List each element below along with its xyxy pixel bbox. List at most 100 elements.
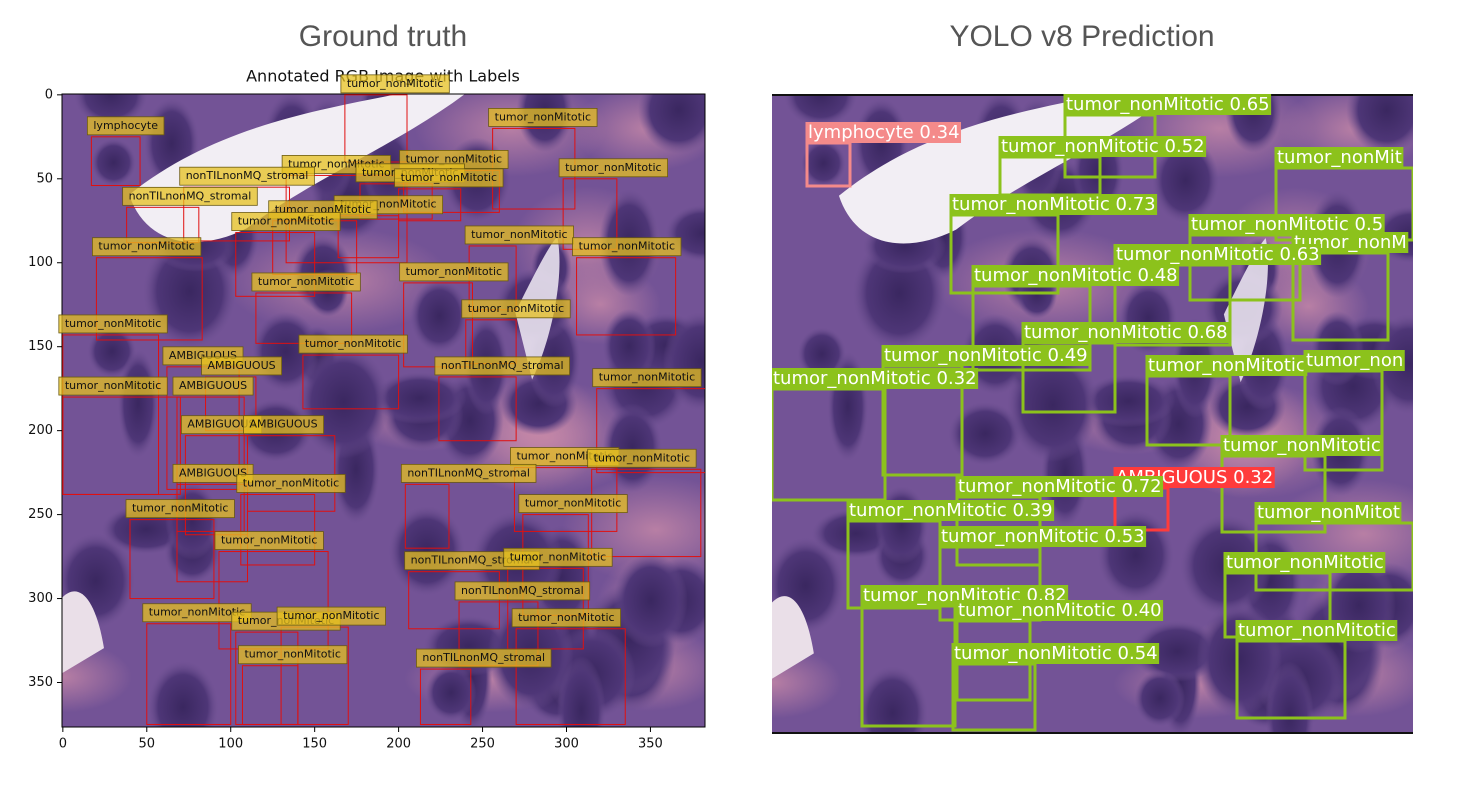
annotation-label: tumor_nonMitotic: [579, 240, 675, 253]
annotation-label: AMBIGUOUS: [187, 418, 255, 431]
annotation-box: [235, 232, 316, 297]
annotation-label-group: AMBIGUOUS: [243, 415, 324, 435]
x-tick-label: 50: [139, 737, 156, 752]
annotation-label-bg: [518, 494, 628, 514]
annotation-label: tumor_nonMitotic: [406, 152, 502, 165]
annotation-box: [515, 628, 626, 725]
annotation-label-group: AMBIGUOUS: [172, 376, 254, 396]
annotation-label: tumor_nonMitotic: [221, 534, 317, 547]
detection-label-bg: [955, 600, 1164, 621]
annotation-label-bg: [558, 158, 668, 178]
annotation-label-bg: [461, 299, 571, 319]
annotation-label: tumor_nonMitotic: [149, 606, 245, 619]
x-tick-label: 0: [59, 737, 67, 752]
annotation-label: nonTILnonMQ_stromal: [411, 554, 534, 567]
panel-title: Ground truth: [299, 20, 467, 53]
detection-label-bg: [772, 368, 979, 389]
x-tick-label: 250: [470, 737, 495, 752]
annotation-label: tumor_nonMitotic: [244, 648, 340, 661]
prediction-layer: lymphocyte 0.34 tumor_nonMitotic 0.65 tumo…: [772, 94, 1413, 732]
annotation-label-group: tumor_nonMitotic: [58, 376, 168, 396]
annotation-label: tumor_nonMitotic: [65, 317, 161, 330]
annotation-label-group: tumor_nonMitotic: [238, 645, 348, 665]
annotation-label-bg: [238, 645, 348, 665]
annotation-label-group: nonTILnonMQ_stromal: [122, 186, 258, 206]
y-tick-label: 250: [28, 507, 53, 522]
annotation-label-group: AMBIGUOUS: [172, 463, 254, 483]
annotation-label-group: tumor_nonMitotic: [488, 108, 598, 127]
annotation-label-group: nonTILnonMQ_stromal: [454, 581, 591, 601]
detection-label: tumor_nonMitotic: [1238, 620, 1396, 641]
annotation-label-bg: [488, 108, 598, 127]
annotation-box: [146, 623, 232, 725]
detection-label-bg: [1188, 214, 1385, 235]
annotation-label-group: tumor_nonMitotic: [587, 448, 697, 468]
detection-label-bg: [1220, 435, 1383, 456]
annotation-box: [90, 136, 141, 187]
y-tick-label: 300: [28, 591, 53, 606]
detection-label: tumor_nonMitotic 0.54: [954, 643, 1158, 664]
detection-label-bg: [951, 643, 1160, 664]
annotation-box: [576, 257, 677, 336]
annotation-label-bg: [201, 356, 283, 376]
annotation-label-bg: [394, 168, 504, 188]
panel-title: YOLO v8 Prediction: [949, 20, 1214, 53]
annotation-label-group: lymphocyte: [86, 116, 165, 136]
annotation-label-group: tumor_nonMitotic: [464, 225, 574, 245]
y-tick-label: 0: [45, 87, 53, 102]
x-tick-label: 350: [638, 737, 663, 752]
axes-frame: [61, 93, 706, 728]
annotation-label: tumor_nonMitotic: [565, 161, 661, 174]
annotation-label-group: tumor_nonMitotic: [125, 499, 235, 519]
annotation-label: nonTILnonMQ_stromal: [441, 359, 564, 372]
annotation-label-bg: [58, 314, 168, 334]
detection-label: tumor_nonMitotic 0.40: [958, 600, 1162, 621]
y-tick-label: 200: [28, 423, 53, 438]
annotation-label-group: tumor_nonMitotic: [399, 262, 509, 282]
annotation-label: nonTILnonMQ_stromal: [407, 466, 530, 479]
annotation-label-bg: [587, 448, 697, 468]
annotation-label-group: tumor_nonMitotic: [58, 314, 168, 334]
annotation-label: tumor_nonMitotic: [525, 497, 621, 510]
annotation-label-bg: [511, 608, 621, 628]
annotation-label-group: AMBIGUOUS: [201, 356, 283, 376]
annotation-label: tumor_nonMitotic: [518, 611, 614, 624]
detection-label: tumor_nonMitotic 0.52: [1001, 136, 1205, 157]
annotation-label: tumor_nonMitotic: [258, 275, 354, 288]
detection-label: tumor_nonMitotic 0.32: [773, 368, 977, 389]
annotation-box: [302, 354, 400, 410]
detection-label: tumor_nonMitotic 0.73: [952, 194, 1156, 215]
annotation-label-bg: [236, 474, 346, 493]
annotation-label: tumor_nonMitotic: [65, 379, 161, 392]
annotation-label: nonTILnonMQ_stromal: [129, 189, 252, 202]
y-tick-label: 50: [36, 171, 53, 186]
annotation-label: tumor_nonMitotic: [238, 215, 334, 228]
detection-label: tumor_non: [1306, 350, 1403, 371]
annotation-label: tumor_nonMitotic: [594, 451, 690, 464]
annotation-label-bg: [400, 463, 537, 483]
detection-label: tumor_nonMitotic 0.63: [1116, 244, 1320, 265]
y-tick-label: 100: [28, 255, 53, 270]
annotation-label-bg: [434, 356, 570, 376]
detection-label: tumor_nonM: [1294, 232, 1407, 253]
annotation-label-bg: [214, 531, 324, 550]
annotation-label-bg: [122, 186, 258, 206]
annotation-label: tumor_nonMitotic: [283, 609, 379, 622]
annotation-label-bg: [243, 415, 324, 435]
annotation-label: tumor_nonMitotic: [471, 228, 567, 241]
detection-label-bg: [1235, 620, 1398, 641]
x-tick-label: 100: [218, 737, 243, 752]
detection-label-bg: [949, 194, 1158, 215]
annotation-label-group: tumor_nonMitotic: [92, 237, 202, 257]
detection-label: tumor_nonMitotic: [1226, 552, 1384, 573]
annotation-label: tumor_nonMitotic: [132, 502, 228, 515]
annotation-label: tumor_nonMitotic: [98, 240, 194, 253]
annotation-label-group: tumor_nonMitotic: [592, 368, 702, 388]
annotation-label-bg: [399, 262, 509, 282]
annotation-label: lymphocyte: [93, 119, 158, 132]
axes: 0 50 100 150 200 250 300 350 0 50 100 150 200 250 300 3…: [28, 87, 663, 751]
annotation-label: nonTILnonMQ_stromal: [422, 651, 545, 664]
detection-label-bg: [846, 500, 1055, 521]
annotation-box: [419, 668, 472, 725]
detection-label-bg: [805, 122, 962, 143]
